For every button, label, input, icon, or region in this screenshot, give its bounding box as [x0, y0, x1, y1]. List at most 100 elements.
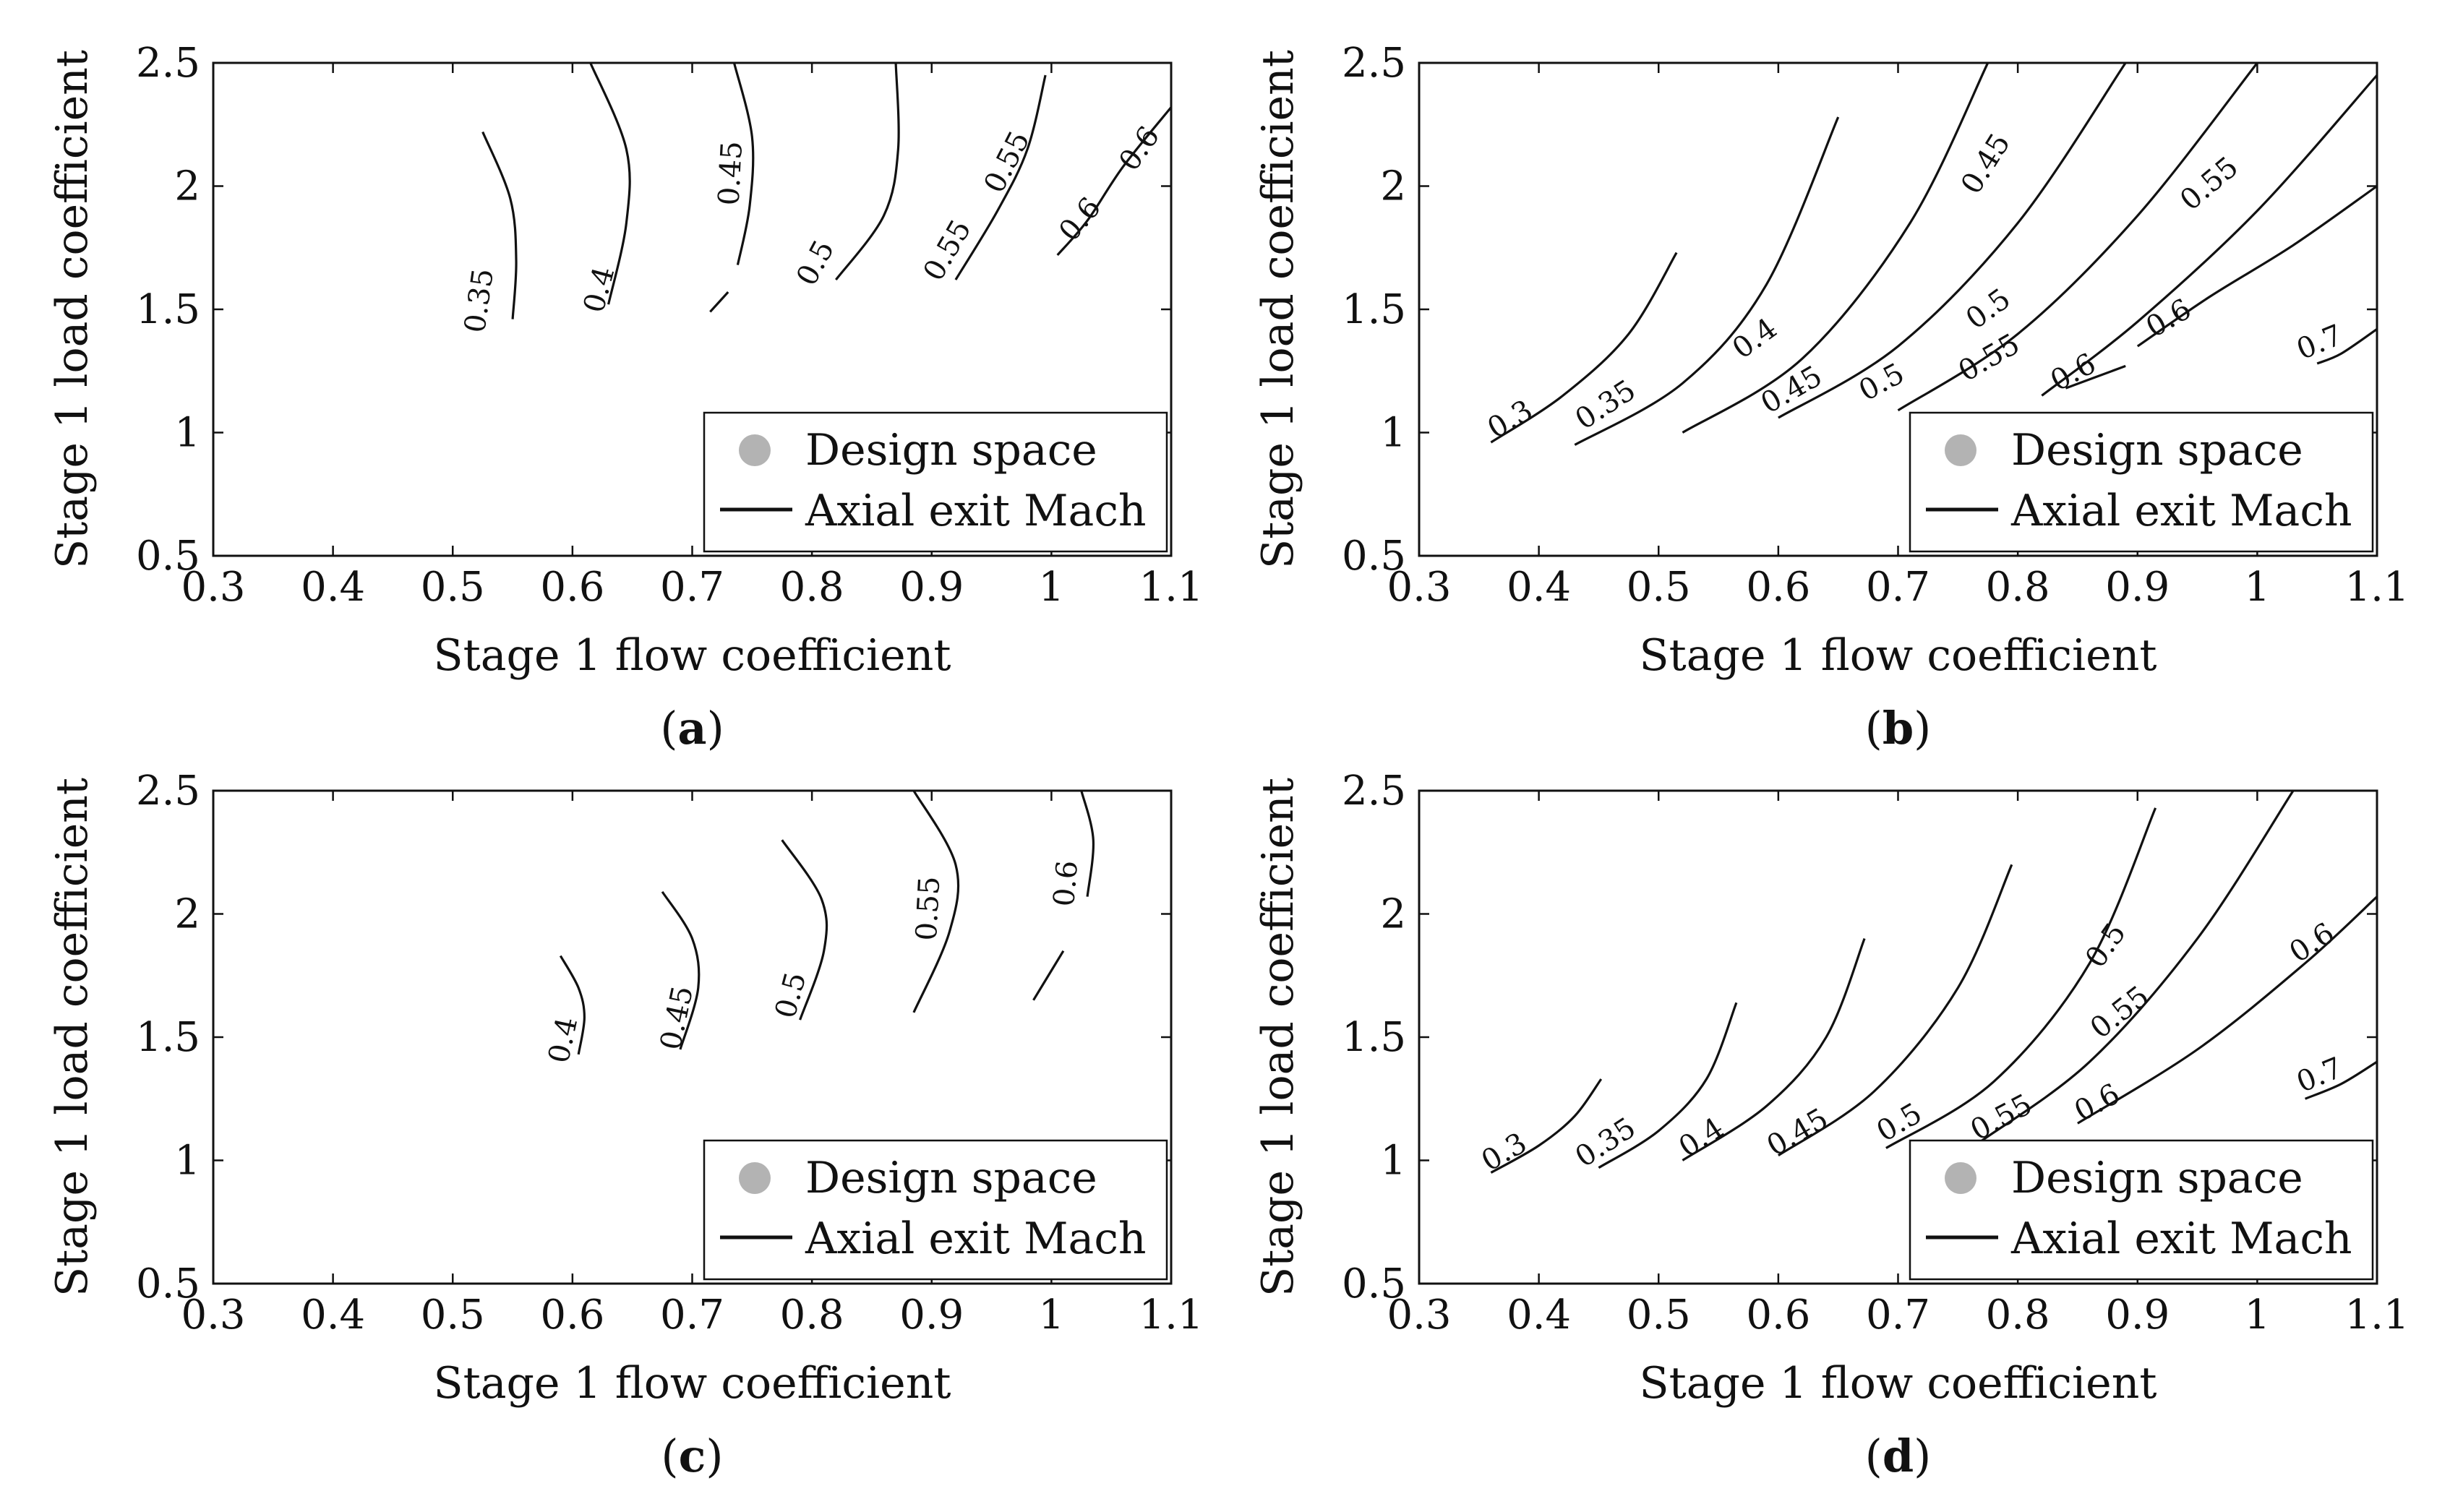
contour-line-0-6 — [2077, 895, 2378, 1125]
x-tick-label: 0.6 — [1746, 564, 1810, 611]
contour-line-0-5 — [1885, 807, 2157, 1149]
x-tick-label: 0.9 — [2105, 564, 2170, 611]
contour-line-0-3 — [1490, 1078, 1603, 1174]
contour-label: 0.5 — [769, 968, 813, 1021]
contour-label: 0.55 — [910, 875, 947, 941]
contour-line-0-45-upper — [732, 62, 755, 265]
y-tick-label: 1.5 — [1342, 1014, 1406, 1061]
contour-line-0-55 — [1981, 790, 2295, 1142]
design-space-marker — [739, 1162, 771, 1194]
panel-c: 0.3 0.4 0.5 0.6 0.7 0.8 0.9 1 1.1 0.5 1 1.5 2 2.5 Stag… — [47, 768, 1204, 1482]
legend-design-space: Design space — [2011, 425, 2303, 476]
contour-label: 0.55 — [917, 214, 977, 286]
contour-label: 0.45 — [712, 140, 749, 206]
contour-line-0-45-lower — [709, 291, 729, 313]
x-tick-label: 1 — [2245, 564, 2271, 611]
contour-line-0-4 — [1682, 938, 1866, 1161]
design-space-marker — [1945, 434, 1976, 466]
x-tick-label: 0.5 — [421, 564, 485, 611]
panel-caption: (b) — [1865, 702, 1932, 755]
contour-label: 0.6 — [2069, 1078, 2125, 1128]
x-tick-label: 0.7 — [1866, 564, 1930, 611]
x-tick-label: 0.8 — [1986, 564, 2050, 611]
contour-label: 0.3 — [1476, 1126, 1533, 1178]
x-tick-label: 0.3 — [181, 564, 245, 611]
contour-label: 0.4 — [1726, 312, 1783, 366]
x-tick-label: 0.9 — [899, 1292, 964, 1339]
x-axis-title: Stage 1 flow coefficient — [434, 630, 951, 681]
x-axis-title: Stage 1 flow coefficient — [434, 1358, 951, 1409]
contour-line-0-45 — [1778, 62, 2127, 419]
x-tick-label: 1.1 — [2344, 1292, 2409, 1339]
x-tick-label: 0.3 — [1387, 1292, 1451, 1339]
panel-d: 0.3 0.4 0.5 0.6 0.7 0.8 0.9 1 1.1 0.5 1 1.5 2 2.5 Stag… — [1253, 768, 2410, 1482]
x-tick-label: 0.5 — [1627, 1292, 1691, 1339]
panel-caption: (a) — [660, 702, 724, 755]
y-tick-label: 0.5 — [136, 533, 200, 580]
y-tick-label: 2 — [1380, 891, 1406, 938]
x-tick-label: 1.1 — [1139, 564, 1203, 611]
panel-b: 0.3 0.4 0.5 0.6 0.7 0.8 0.9 1 1.1 0.5 1 1.5 2 2.5 Stag… — [1253, 40, 2410, 755]
x-tick-label: 0.5 — [421, 1292, 485, 1339]
contour-label: 0.4 — [578, 263, 622, 316]
contour-line-0-6 — [1056, 106, 1173, 257]
contour-label: 0.4 — [1673, 1112, 1729, 1164]
y-tick-label: 1.5 — [1342, 286, 1406, 333]
y-axis-title: Stage 1 load coefficient — [47, 50, 98, 569]
contour-label: 0.7 — [2292, 1051, 2347, 1099]
y-tick-label: 1.5 — [136, 1014, 200, 1061]
x-tick-label: 0.8 — [780, 1292, 844, 1339]
y-tick-label: 2 — [1380, 163, 1406, 210]
y-axis-title: Stage 1 load coefficient — [1253, 778, 1303, 1297]
contour-line-0-5 — [1897, 62, 2258, 412]
legend-axial-exit-mach: Axial exit Mach — [805, 1214, 1147, 1264]
contour-line-0-45 — [1778, 864, 2013, 1157]
x-tick-label: 0.4 — [1507, 1292, 1571, 1339]
x-tick-label: 0.4 — [301, 564, 365, 611]
contour-line-0-6-lower — [1032, 950, 1065, 1001]
contour-label: 0.6 — [1048, 859, 1084, 908]
contour-label: 0.55 — [2084, 979, 2156, 1045]
x-axis-title: Stage 1 flow coefficient — [1640, 630, 2157, 681]
contour-line-0-7 — [2316, 327, 2378, 365]
contour-label: 0.3 — [1482, 394, 1538, 446]
contour-line-0-5 — [781, 839, 828, 1021]
x-tick-label: 0.5 — [1627, 564, 1691, 611]
x-tick-label: 1 — [2245, 1292, 2271, 1339]
y-tick-label: 1 — [174, 1138, 200, 1185]
contour-label: 0.55 — [977, 126, 1036, 198]
y-axis-title: Stage 1 load coefficient — [1253, 50, 1303, 569]
x-tick-label: 0.3 — [181, 1292, 245, 1339]
x-tick-label: 0.4 — [301, 1292, 365, 1339]
y-tick-label: 2.5 — [1342, 40, 1406, 87]
y-tick-label: 2 — [174, 163, 200, 210]
x-tick-label: 0.6 — [540, 564, 604, 611]
y-tick-label: 1 — [174, 410, 200, 457]
design-space-marker — [1945, 1162, 1976, 1194]
x-tick-label: 1 — [1039, 1292, 1065, 1339]
contour-line-0-6-upper — [1080, 790, 1095, 897]
panel-a: 0.3 0.4 0.5 0.6 0.7 0.8 0.9 1 1.1 0.5 1 1.5 2 2.5 Stag… — [47, 40, 1204, 755]
contour-line-0-45 — [661, 890, 701, 1050]
y-tick-label: 0.5 — [1342, 533, 1406, 580]
x-tick-label: 0.9 — [899, 564, 964, 611]
x-tick-label: 0.8 — [1986, 1292, 2050, 1339]
x-tick-label: 1 — [1039, 564, 1065, 611]
contour-line-0-4 — [589, 62, 631, 305]
legend-design-space: Design space — [805, 425, 1097, 476]
contour-label: 0.6 — [1053, 192, 1108, 248]
contour-label: 0.35 — [458, 267, 500, 335]
legend-box — [1909, 1139, 2374, 1281]
contour-label: 0.5 — [790, 235, 841, 291]
x-tick-label: 0.4 — [1507, 564, 1571, 611]
y-tick-label: 2.5 — [136, 40, 200, 87]
contour-line-0-5 — [835, 62, 900, 281]
contour-label: 0.7 — [2292, 319, 2347, 366]
y-tick-label: 1.5 — [136, 286, 200, 333]
contour-label: 0.45 — [1761, 1102, 1833, 1163]
contour-line-0-4 — [559, 955, 586, 1055]
y-tick-label: 0.5 — [136, 1260, 200, 1307]
y-tick-label: 1 — [1380, 1138, 1406, 1185]
legend-design-space: Design space — [805, 1153, 1097, 1203]
